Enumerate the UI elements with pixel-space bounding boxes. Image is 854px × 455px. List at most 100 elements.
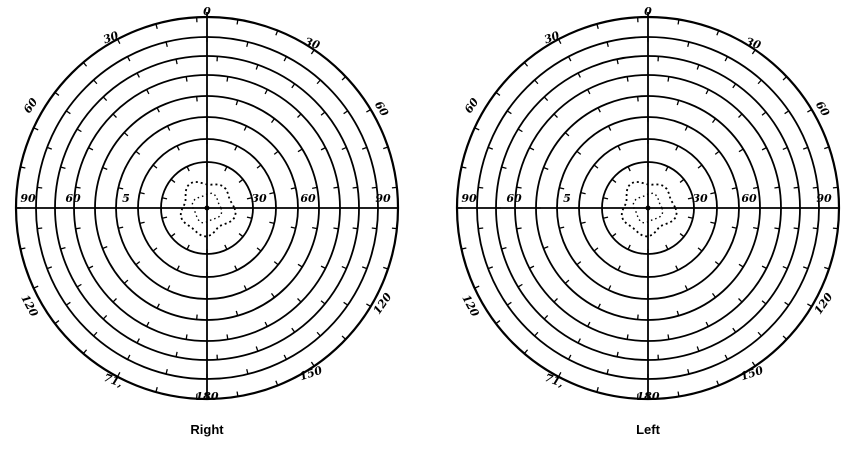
- ring-tick: [580, 192, 586, 195]
- ring-tick: [576, 150, 582, 155]
- ring-tick: [269, 192, 275, 195]
- ring-tick: [123, 279, 129, 284]
- ring-tick: [774, 186, 780, 189]
- ring-tick: [665, 166, 669, 172]
- ring-tick: [812, 227, 818, 230]
- ring-tick: [246, 216, 252, 219]
- ring-tick: [235, 310, 239, 316]
- ring-tick: [312, 186, 318, 189]
- ring-tick: [238, 178, 244, 183]
- ring-tick: [478, 186, 484, 189]
- ring-tick: [93, 331, 98, 337]
- ring-tick: [543, 246, 549, 250]
- ring-tick: [687, 41, 690, 47]
- degree-label-horiz-right: 60: [741, 192, 757, 205]
- ring-tick: [166, 285, 171, 291]
- ring-tick: [461, 166, 467, 169]
- ring-tick: [186, 244, 190, 250]
- ring-tick: [297, 113, 302, 118]
- ring-tick: [607, 125, 612, 131]
- ring-tick: [696, 64, 700, 70]
- ring-tick: [784, 110, 790, 115]
- ring-tick: [517, 128, 523, 133]
- ring-tick: [782, 335, 788, 340]
- ring-tick: [517, 283, 523, 288]
- ring-tick: [495, 320, 501, 325]
- ring-tick: [37, 186, 43, 189]
- ring-tick: [270, 118, 276, 124]
- ring-tick: [603, 197, 609, 200]
- ring-tick: [366, 303, 371, 308]
- ring-tick: [46, 266, 53, 270]
- ring-tick: [20, 166, 26, 169]
- ring-tick: [577, 338, 581, 344]
- ring-tick: [596, 23, 599, 29]
- ring-tick: [102, 96, 108, 102]
- degree-label-lower-right: 120: [812, 290, 836, 317]
- ring-tick: [102, 246, 108, 250]
- ring-tick: [553, 113, 558, 118]
- ring-tick: [270, 292, 276, 298]
- degree-label-left: 60: [462, 95, 482, 115]
- ring-tick: [611, 178, 617, 183]
- ring-tick: [186, 166, 190, 172]
- ring-tick: [576, 261, 582, 266]
- left-chart-caption: Left: [636, 422, 661, 437]
- ring-tick: [587, 321, 591, 327]
- ring-tick: [487, 146, 494, 150]
- inner-dotted-field: [632, 192, 664, 224]
- ring-tick: [793, 227, 799, 230]
- ring-tick: [523, 349, 529, 354]
- ring-tick: [534, 79, 539, 85]
- ring-tick: [679, 178, 685, 183]
- ring-tick: [46, 146, 53, 150]
- ring-tick: [118, 187, 124, 190]
- ring-tick: [724, 56, 729, 62]
- ring-tick: [116, 38, 121, 44]
- ring-tick: [310, 49, 315, 55]
- ring-tick: [557, 372, 562, 378]
- ring-tick: [802, 146, 809, 150]
- ring-tick: [667, 334, 670, 340]
- ring-tick: [156, 107, 160, 113]
- ring-tick: [461, 247, 467, 250]
- ring-tick: [529, 265, 535, 269]
- degree-label-horiz-far-right: 90: [816, 192, 832, 205]
- ring-tick: [88, 265, 94, 269]
- ring-tick: [687, 369, 690, 375]
- ring-tick: [731, 226, 737, 229]
- ring-tick: [139, 192, 145, 195]
- ring-tick: [320, 147, 326, 151]
- ring-tick: [155, 23, 158, 29]
- ring-tick: [275, 30, 279, 36]
- ring-tick: [567, 56, 572, 62]
- ring-tick: [564, 132, 570, 137]
- ring-tick: [297, 263, 303, 268]
- ring-tick: [366, 108, 371, 113]
- ring-tick: [312, 227, 318, 230]
- ring-tick: [679, 233, 685, 238]
- ring-tick: [627, 244, 631, 250]
- ring-tick: [371, 186, 377, 189]
- ring-tick: [802, 266, 809, 270]
- ring-tick: [593, 247, 599, 252]
- ring-tick: [761, 300, 767, 305]
- ring-tick: [156, 303, 160, 309]
- ring-tick: [761, 111, 767, 116]
- ring-tick: [333, 186, 339, 189]
- ring-tick: [291, 327, 296, 333]
- ring-tick: [316, 79, 321, 85]
- ring-tick: [559, 226, 565, 229]
- ring-tick: [33, 285, 39, 289]
- ring-tick: [224, 244, 228, 250]
- ring-tick: [166, 125, 171, 131]
- ring-tick: [283, 56, 288, 62]
- ring-tick: [135, 261, 141, 266]
- ring-tick: [716, 380, 720, 386]
- ring-tick: [333, 227, 339, 230]
- ring-tick: [782, 146, 788, 151]
- ring-tick: [553, 298, 558, 303]
